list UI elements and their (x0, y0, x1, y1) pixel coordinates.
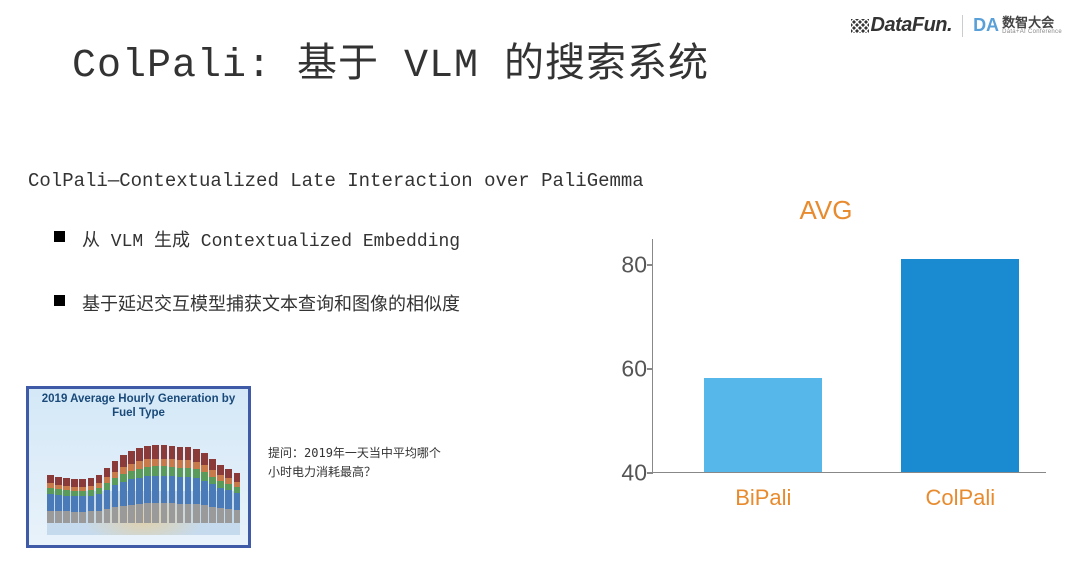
logo-area: DataFun. DA 数智大会 Data+AI Conference (851, 14, 1063, 37)
slide-title: ColPali: 基于 VLM 的搜索系统 (72, 30, 709, 89)
example-mini-chart (47, 425, 240, 535)
chart-bar (704, 378, 822, 472)
bullet-item: 从 VLM 生成 Contextualized Embedding (82, 226, 460, 252)
logo-da-badge: DA (973, 15, 999, 36)
xlabel: BiPali (735, 485, 791, 511)
logo-divider (962, 15, 963, 37)
slide-subtitle: ColPali—Contextualized Late Interaction … (28, 170, 644, 192)
chart-plot-area: 406080BiPaliColPali (652, 239, 1046, 473)
chart-title: AVG (600, 195, 1052, 226)
logo-datafun: DataFun. (851, 14, 953, 37)
logo-da: DA 数智大会 Data+AI Conference (973, 15, 1062, 36)
logo-da-text: 数智大会 (1002, 16, 1062, 29)
ytick-label: 60 (611, 356, 647, 383)
avg-chart: AVG 406080BiPaliColPali (600, 195, 1052, 520)
example-question: 提问：2019年一天当中平均哪个小时电力消耗最高？ (268, 444, 448, 481)
chart-bar (901, 259, 1019, 472)
xlabel: ColPali (925, 485, 995, 511)
logo-da-sub: Data+AI Conference (1002, 29, 1062, 35)
question-prefix: 提问： (268, 446, 304, 460)
ytick-label: 80 (611, 252, 647, 279)
bullet-list: 从 VLM 生成 Contextualized Embedding 基于延迟交互… (82, 226, 460, 354)
example-image-title: 2019 Average Hourly Generation by Fuel T… (29, 389, 248, 423)
example-image: 2019 Average Hourly Generation by Fuel T… (26, 386, 251, 548)
bullet-item: 基于延迟交互模型捕获文本查询和图像的相似度 (82, 290, 460, 316)
ytick-label: 40 (611, 460, 647, 487)
